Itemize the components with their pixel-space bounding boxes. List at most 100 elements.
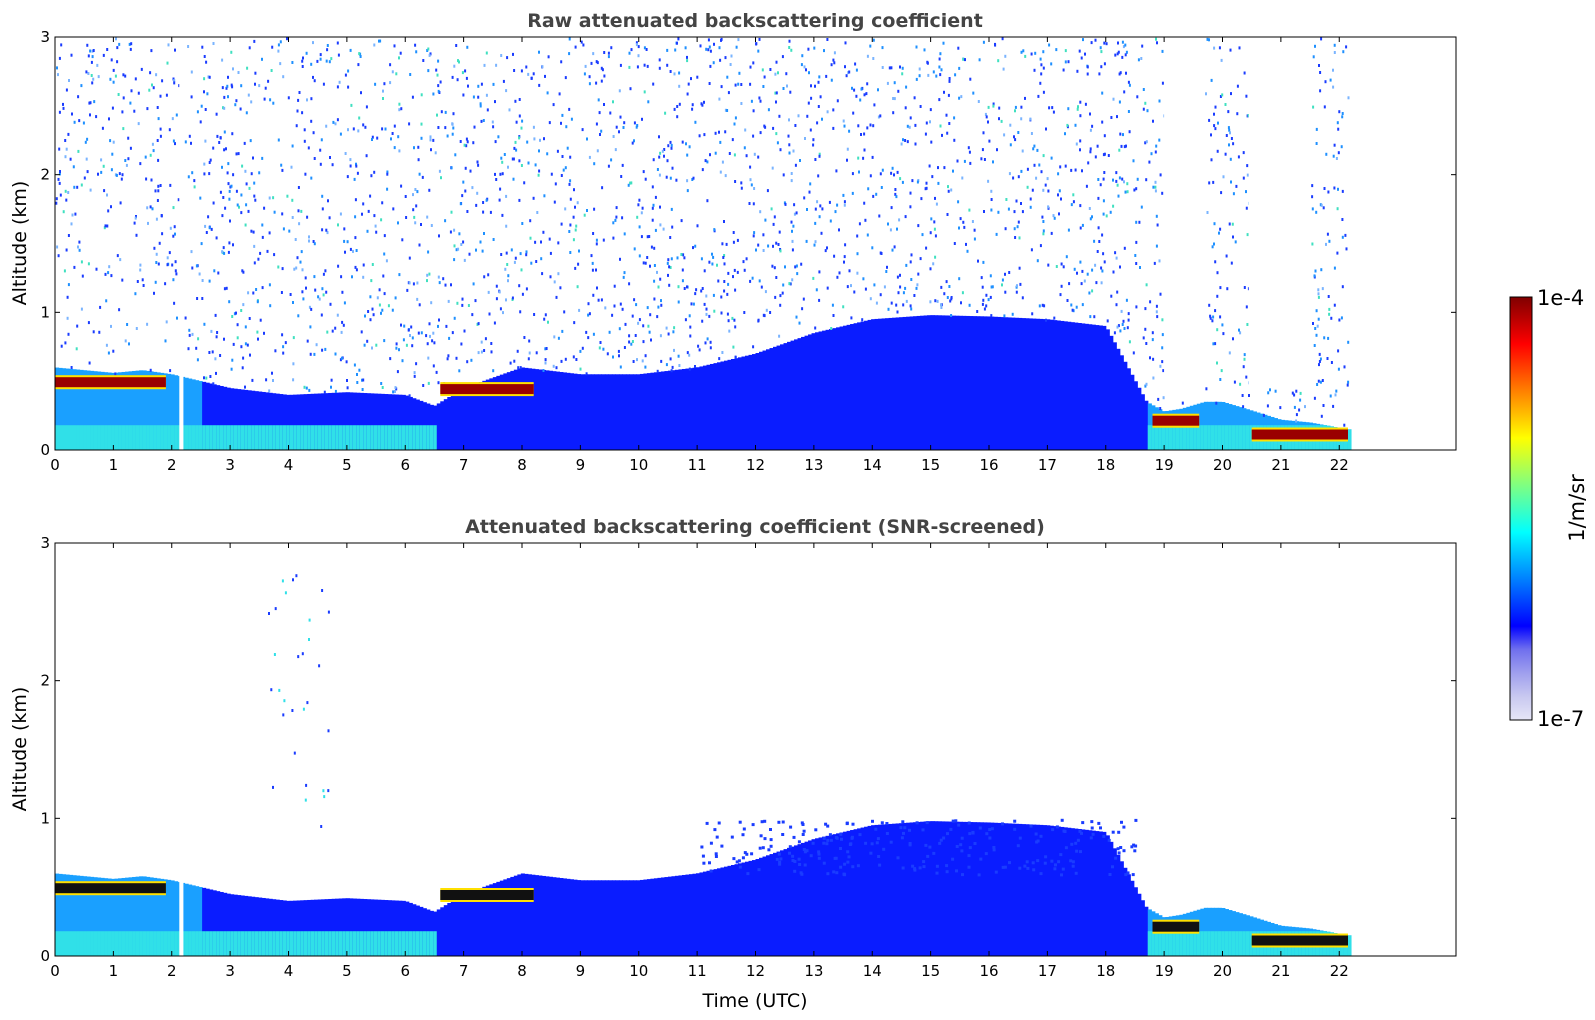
plot-area: [55, 37, 1352, 450]
boundary-layer-column: [212, 384, 217, 450]
boundary-layer-column: [251, 896, 256, 956]
cloud-speck: [1097, 821, 1101, 825]
noise-speck: [485, 51, 488, 55]
near-ground-band: [1242, 425, 1247, 450]
noise-speck: [1118, 100, 1121, 104]
near-ground-band: [233, 931, 238, 956]
y-tick-label: 0: [40, 947, 50, 965]
noise-speck: [340, 275, 343, 279]
near-ground-band: [328, 425, 333, 450]
noise-speck: [1323, 187, 1326, 190]
noise-speck: [334, 352, 337, 356]
noise-speck: [1242, 151, 1245, 155]
noise-speck: [777, 243, 780, 246]
noise-speck: [78, 119, 81, 123]
noise-speck: [1137, 58, 1140, 62]
noise-speck: [1127, 318, 1130, 322]
noise-speck: [577, 262, 580, 266]
noise-speck: [252, 291, 255, 295]
noise-speck: [774, 72, 777, 76]
noise-speck: [1162, 369, 1165, 373]
boundary-layer-column: [597, 880, 602, 956]
aerosol-speck: [268, 612, 270, 615]
noise-speck: [345, 360, 348, 364]
near-ground-band: [317, 425, 322, 450]
noise-speck: [1156, 41, 1158, 45]
near-ground-band: [405, 931, 410, 956]
noise-speck: [582, 43, 585, 47]
noise-speck: [541, 272, 544, 276]
noise-speck: [346, 240, 349, 244]
noise-speck: [910, 307, 913, 311]
noise-speck: [257, 257, 260, 261]
near-ground-band: [363, 931, 368, 956]
near-ground-band: [135, 425, 140, 450]
noise-speck: [1119, 329, 1122, 333]
noise-speck: [600, 66, 603, 70]
noise-speck: [530, 76, 533, 80]
boundary-layer-column: [604, 880, 609, 956]
noise-speck: [1316, 324, 1319, 328]
noise-speck: [724, 108, 727, 112]
noise-speck: [575, 358, 578, 361]
boundary-layer-column: [72, 369, 77, 450]
noise-speck: [1262, 413, 1265, 417]
cloud-speck: [1039, 834, 1043, 838]
noise-speck: [258, 84, 261, 88]
near-ground-band: [387, 931, 392, 956]
boundary-layer-column: [741, 862, 746, 956]
near-ground-band: [1235, 931, 1240, 956]
panel-title: Attenuated backscattering coefficient (S…: [465, 516, 1045, 538]
noise-speck: [803, 65, 806, 69]
noise-speck: [292, 378, 295, 382]
noise-speck: [1145, 140, 1148, 144]
noise-speck: [427, 356, 430, 360]
noise-speck: [370, 279, 373, 283]
cloud-speck: [742, 827, 746, 831]
boundary-layer-column: [114, 372, 119, 450]
noise-speck: [525, 287, 528, 291]
noise-speck: [902, 303, 905, 307]
near-ground-band: [195, 931, 200, 956]
noise-speck: [820, 231, 823, 235]
noise-speck: [1213, 124, 1216, 128]
noise-speck: [495, 63, 498, 67]
boundary-layer-column: [850, 830, 855, 956]
cloud-speck: [715, 835, 719, 839]
near-ground-band: [331, 931, 336, 956]
noise-speck: [848, 129, 851, 133]
noise-speck: [959, 217, 962, 221]
noise-speck: [838, 228, 840, 232]
boundary-layer-column: [391, 900, 396, 956]
noise-speck: [1316, 383, 1319, 386]
noise-speck: [258, 171, 261, 175]
near-ground-band: [184, 931, 189, 956]
noise-speck: [281, 168, 284, 172]
near-ground-band: [1210, 931, 1215, 956]
noise-speck: [157, 262, 160, 266]
noise-speck: [296, 256, 299, 260]
boundary-layer-column: [857, 828, 862, 956]
noise-speck: [628, 65, 631, 69]
noise-speck: [344, 152, 347, 155]
near-ground-band: [401, 931, 406, 956]
noise-speck: [251, 378, 254, 382]
noise-speck: [1118, 176, 1121, 180]
cloud-speck: [769, 838, 773, 842]
near-ground-band: [300, 931, 305, 956]
noise-speck: [458, 369, 461, 373]
noise-speck: [1079, 114, 1082, 118]
boundary-layer-column: [818, 331, 823, 450]
boundary-layer-column: [576, 880, 581, 956]
boundary-layer-column: [1004, 317, 1009, 450]
near-ground-band: [342, 425, 347, 450]
noise-speck: [269, 98, 272, 102]
noise-speck: [753, 187, 756, 190]
boundary-layer-column: [132, 876, 137, 956]
noise-speck: [511, 296, 514, 300]
noise-speck: [590, 254, 593, 258]
noise-speck: [865, 92, 868, 96]
noise-speck: [252, 156, 254, 160]
noise-speck: [657, 285, 660, 289]
